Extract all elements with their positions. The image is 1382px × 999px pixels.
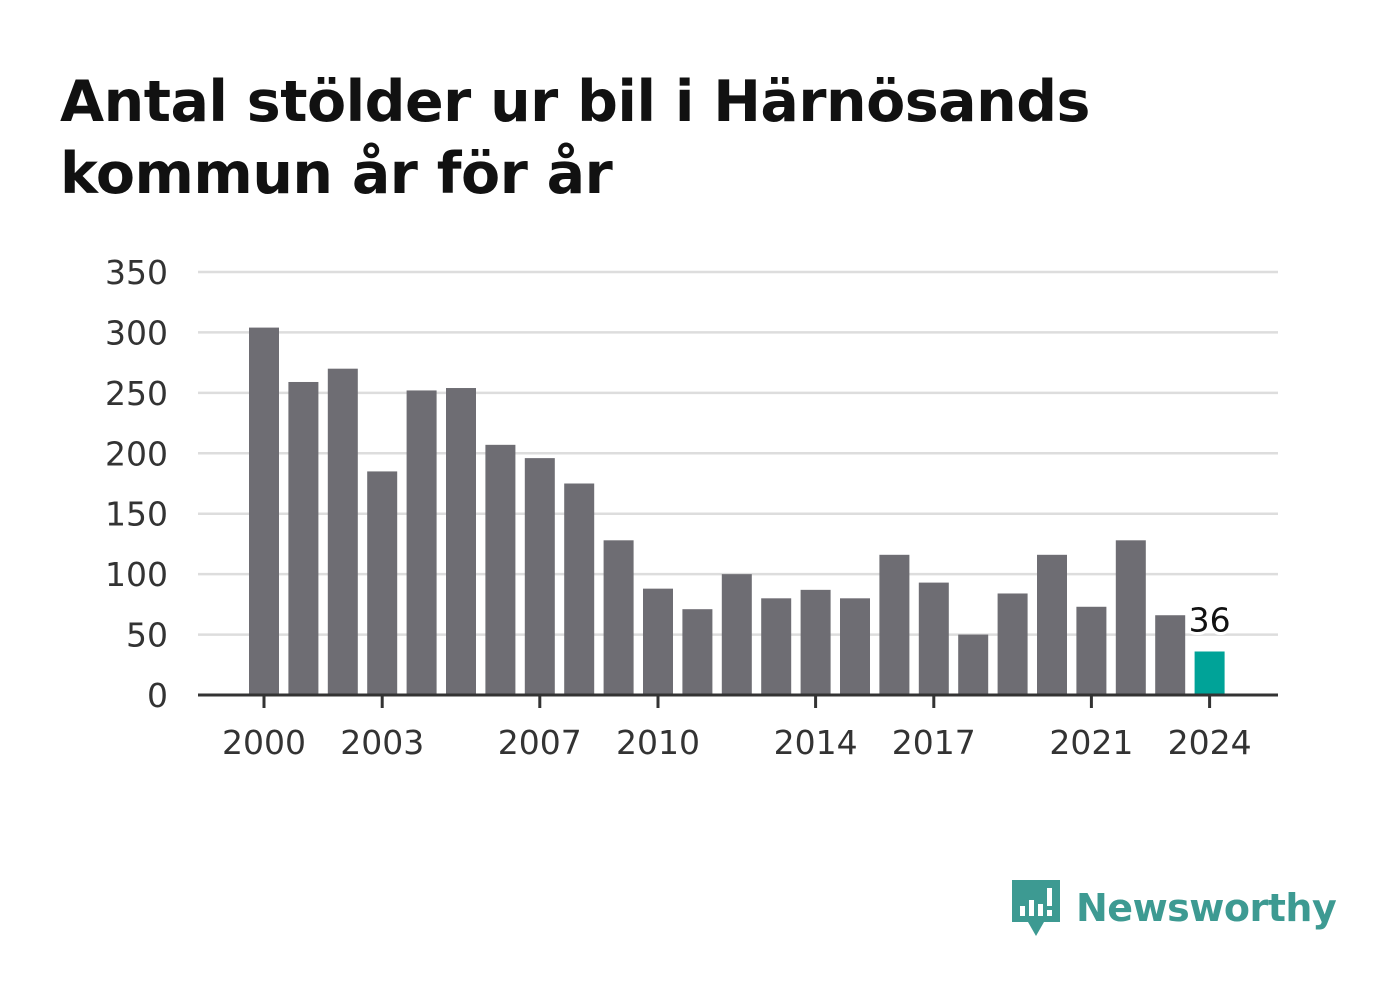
- brand-name: Newsworthy: [1076, 886, 1337, 930]
- bar-2020: [1037, 554, 1067, 695]
- bar-2012: [721, 574, 752, 695]
- bar-2006: [485, 444, 516, 695]
- bar-2001: [288, 381, 319, 695]
- brand-logo: Newsworthy: [1010, 878, 1337, 938]
- x-tick-label: 2014: [774, 723, 858, 762]
- x-tick-label: 2007: [498, 723, 582, 762]
- bar-2015: [840, 598, 870, 695]
- y-tick-label: 200: [105, 434, 168, 473]
- y-tick-label: 350: [105, 253, 168, 292]
- bar-2016: [879, 554, 910, 695]
- bar-2024: [1194, 651, 1225, 695]
- chart-title: Antal stölder ur bil i Härnösands kommun…: [60, 69, 1090, 207]
- newsworthy-logo-icon: [1012, 880, 1060, 936]
- bar-2021: [1076, 606, 1107, 695]
- bar-2011: [682, 609, 713, 695]
- x-tick-label: 2021: [1049, 723, 1133, 762]
- bar-2007: [524, 458, 555, 695]
- bar-2010: [643, 588, 673, 695]
- x-tick-label: 2010: [616, 723, 700, 762]
- bar-2005: [446, 388, 476, 695]
- y-tick-label: 50: [126, 616, 168, 655]
- data-label-2024: 36: [1189, 600, 1231, 639]
- y-tick-label: 0: [147, 676, 168, 715]
- bar-2014: [800, 589, 831, 695]
- bar-2008: [564, 483, 595, 695]
- bar-2019: [997, 593, 1028, 695]
- bar-2009: [603, 540, 634, 695]
- bar-2018: [958, 634, 989, 695]
- x-tick-label: 2017: [892, 723, 976, 762]
- bar-2002: [327, 368, 358, 695]
- y-tick-label: 250: [105, 374, 168, 413]
- x-tick-label: 2003: [340, 723, 424, 762]
- bar-2023: [1155, 615, 1186, 695]
- y-tick-label: 150: [105, 495, 168, 534]
- x-tick-label: 2024: [1168, 723, 1252, 762]
- bar-2022: [1115, 540, 1146, 695]
- x-tick-label: 2000: [222, 723, 306, 762]
- bar-2017: [918, 582, 949, 695]
- bar-2000: [249, 327, 279, 695]
- bar-2013: [761, 598, 792, 695]
- bar-2003: [367, 471, 398, 695]
- y-tick-label: 100: [105, 555, 168, 594]
- bar-2004: [406, 390, 437, 695]
- y-tick-label: 300: [105, 313, 168, 352]
